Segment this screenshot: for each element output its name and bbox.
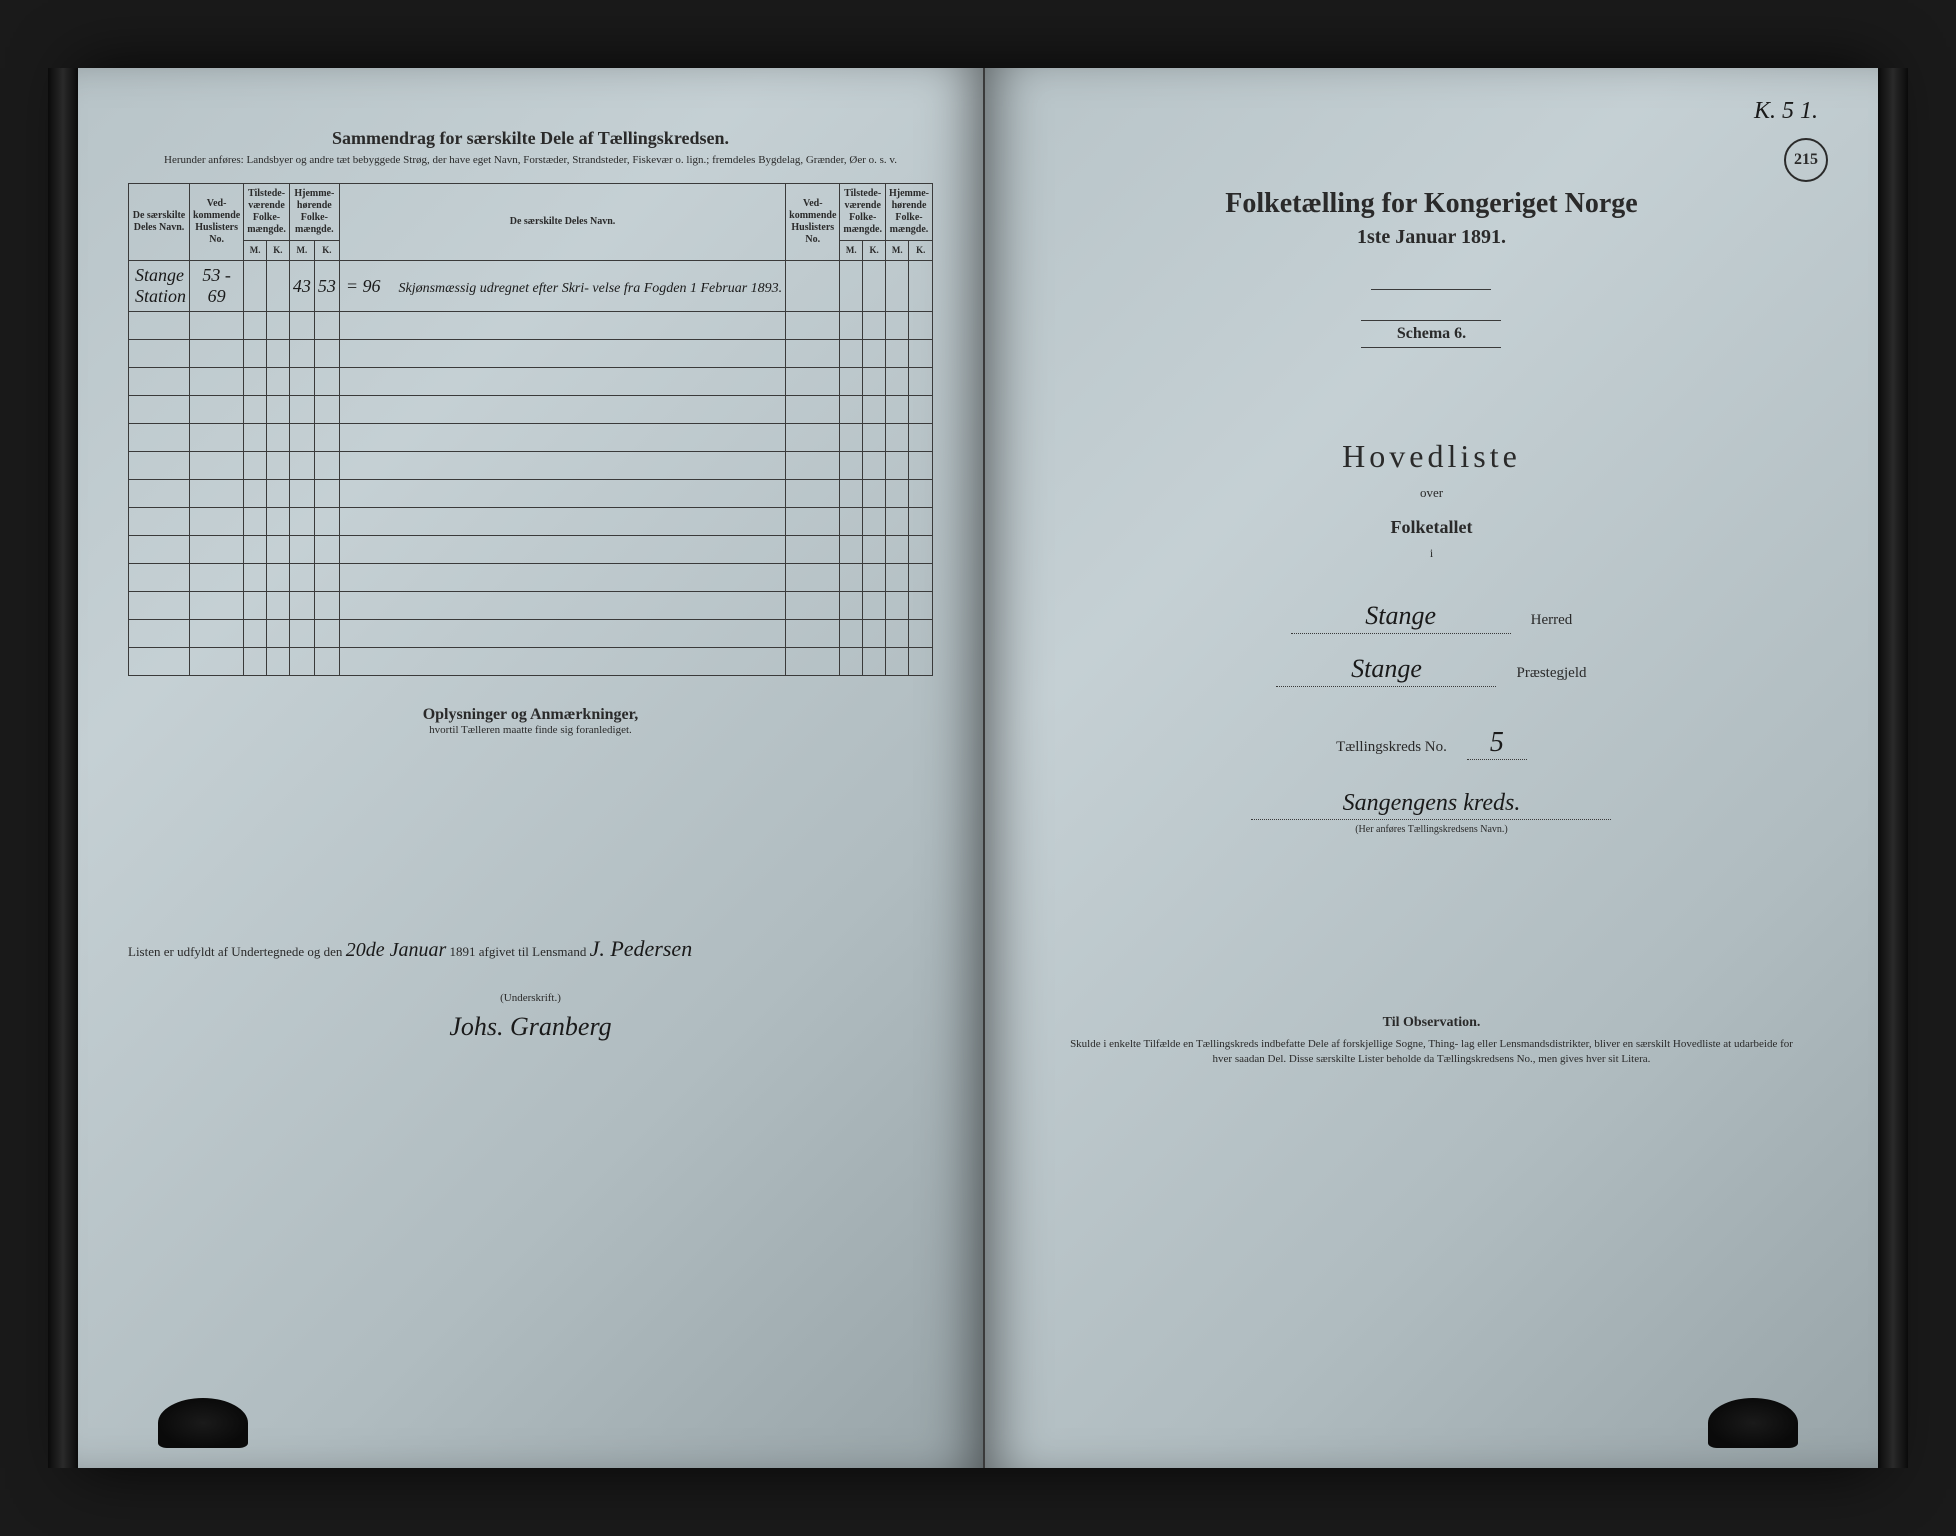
herred-label: Herred bbox=[1531, 612, 1573, 629]
folketallet-label: Folketallet bbox=[1035, 517, 1828, 538]
th-k: K. bbox=[863, 241, 886, 261]
underskrift-label: (Underskrift.) bbox=[128, 992, 933, 1004]
praestegjeld-value: Stange bbox=[1276, 654, 1496, 687]
table-row bbox=[129, 312, 933, 340]
table-row bbox=[129, 648, 933, 676]
th-k: K. bbox=[267, 241, 290, 261]
table-row bbox=[129, 340, 933, 368]
cell-empty bbox=[840, 261, 863, 312]
table-row bbox=[129, 564, 933, 592]
cell-empty bbox=[886, 261, 909, 312]
kreds-row: Tællingskreds No. 5 bbox=[1035, 727, 1828, 760]
table-row bbox=[129, 592, 933, 620]
th-name-1: De særskilte Deles Navn. bbox=[129, 184, 190, 261]
table-row bbox=[129, 536, 933, 564]
summary-subtitle: Herunder anføres: Landsbyer og andre tæt… bbox=[128, 153, 933, 167]
left-page: Sammendrag for særskilte Dele af Tælling… bbox=[78, 68, 985, 1468]
table-row bbox=[129, 452, 933, 480]
kreds-name-row: Sangengens kreds. bbox=[1035, 790, 1828, 820]
th-k: K. bbox=[909, 241, 933, 261]
signature: Johs. Granberg bbox=[128, 1012, 933, 1042]
cell-hk: 53 bbox=[314, 261, 339, 312]
cell-name: Stange Station bbox=[129, 261, 190, 312]
table-row bbox=[129, 480, 933, 508]
praestegjeld-row: Stange Præstegjeld bbox=[1035, 654, 1828, 687]
census-table: De særskilte Deles Navn. Ved- kommende H… bbox=[128, 183, 933, 676]
cell-tm bbox=[244, 261, 267, 312]
cell-note: Skjønsmæssig udregnet efter Skri- velse … bbox=[399, 281, 783, 296]
th-hjemme-1: Hjemme- hørende Folke- mængde. bbox=[289, 184, 339, 241]
cell-sum: = 96 bbox=[346, 276, 381, 296]
footer-date: 20de Januar bbox=[346, 939, 447, 961]
kreds-label: Tællingskreds No. bbox=[1336, 739, 1447, 756]
footer-line: Listen er udfyldt af Undertegnede og den… bbox=[128, 936, 933, 962]
footer-pre: Listen er udfyldt af Undertegnede og den bbox=[128, 944, 342, 959]
praestegjeld-label: Præstegjeld bbox=[1516, 665, 1586, 682]
table-row bbox=[129, 368, 933, 396]
notes-title: Oplysninger og Anmærkninger, bbox=[128, 706, 933, 724]
book-spread: Sammendrag for særskilte Dele af Tælling… bbox=[78, 68, 1878, 1468]
table-row bbox=[129, 424, 933, 452]
cell-empty bbox=[909, 261, 933, 312]
th-huslisters-1: Ved- kommende Huslisters No. bbox=[190, 184, 244, 261]
table-row bbox=[129, 396, 933, 424]
binding-left bbox=[48, 68, 78, 1468]
table-row: Stange Station 53 - 69 43 53 = 96 Skjøns… bbox=[129, 261, 933, 312]
schema-label: Schema 6. bbox=[1361, 320, 1501, 348]
th-huslisters-2: Ved- kommende Huslisters No. bbox=[786, 184, 840, 261]
footer-lensmand: J. Pedersen bbox=[590, 936, 693, 961]
hovedliste-title: Hovedliste bbox=[1035, 438, 1828, 475]
cell-hm: 43 bbox=[289, 261, 314, 312]
page-clip-icon bbox=[1708, 1398, 1798, 1448]
th-m: M. bbox=[289, 241, 314, 261]
observation-body: Skulde i enkelte Tilfælde en Tællingskre… bbox=[1035, 1037, 1828, 1068]
th-tilstede-2: Tilstede- værende Folke- mængde. bbox=[840, 184, 886, 241]
th-name-2: De særskilte Deles Navn. bbox=[339, 184, 785, 261]
right-page: K. 5 1. 215 Folketælling for Kongeriget … bbox=[985, 68, 1878, 1468]
kreds-name: Sangengens kreds. bbox=[1251, 790, 1611, 820]
summary-title: Sammendrag for særskilte Dele af Tælling… bbox=[128, 128, 933, 149]
over-label: over bbox=[1035, 485, 1828, 501]
herred-value: Stange bbox=[1291, 601, 1511, 634]
cell-empty bbox=[863, 261, 886, 312]
th-k: K. bbox=[314, 241, 339, 261]
kreds-caption: (Her anføres Tællingskredsens Navn.) bbox=[1035, 824, 1828, 835]
top-handwritten-mark: K. 5 1. bbox=[1754, 98, 1818, 125]
cell-huslisters: 53 - 69 bbox=[190, 261, 244, 312]
cell-sum-note: = 96 Skjønsmæssig udregnet efter Skri- v… bbox=[339, 261, 785, 312]
kreds-no: 5 bbox=[1467, 727, 1527, 760]
main-date: 1ste Januar 1891. bbox=[1035, 226, 1828, 249]
page-clip-icon bbox=[158, 1398, 248, 1448]
table-row bbox=[129, 620, 933, 648]
th-tilstede-1: Tilstede- værende Folke- mængde. bbox=[244, 184, 290, 241]
main-title: Folketælling for Kongeriget Norge bbox=[1035, 188, 1828, 220]
herred-row: Stange Herred bbox=[1035, 601, 1828, 634]
footer-year: 1891 afgivet til Lensmand bbox=[449, 944, 586, 959]
th-m: M. bbox=[244, 241, 267, 261]
divider-line bbox=[1371, 289, 1491, 290]
table-row bbox=[129, 508, 933, 536]
th-m: M. bbox=[886, 241, 909, 261]
binding-right bbox=[1878, 68, 1908, 1468]
cell-tk bbox=[267, 261, 290, 312]
th-hjemme-2: Hjemme- hørende Folke- mængde. bbox=[886, 184, 933, 241]
notes-subtitle: hvortil Tælleren maatte finde sig foranl… bbox=[128, 724, 933, 736]
cell-empty bbox=[786, 261, 840, 312]
page-number-stamp: 215 bbox=[1784, 138, 1828, 182]
th-m: M. bbox=[840, 241, 863, 261]
i-label: i bbox=[1035, 546, 1828, 561]
observation-title: Til Observation. bbox=[1035, 1015, 1828, 1031]
